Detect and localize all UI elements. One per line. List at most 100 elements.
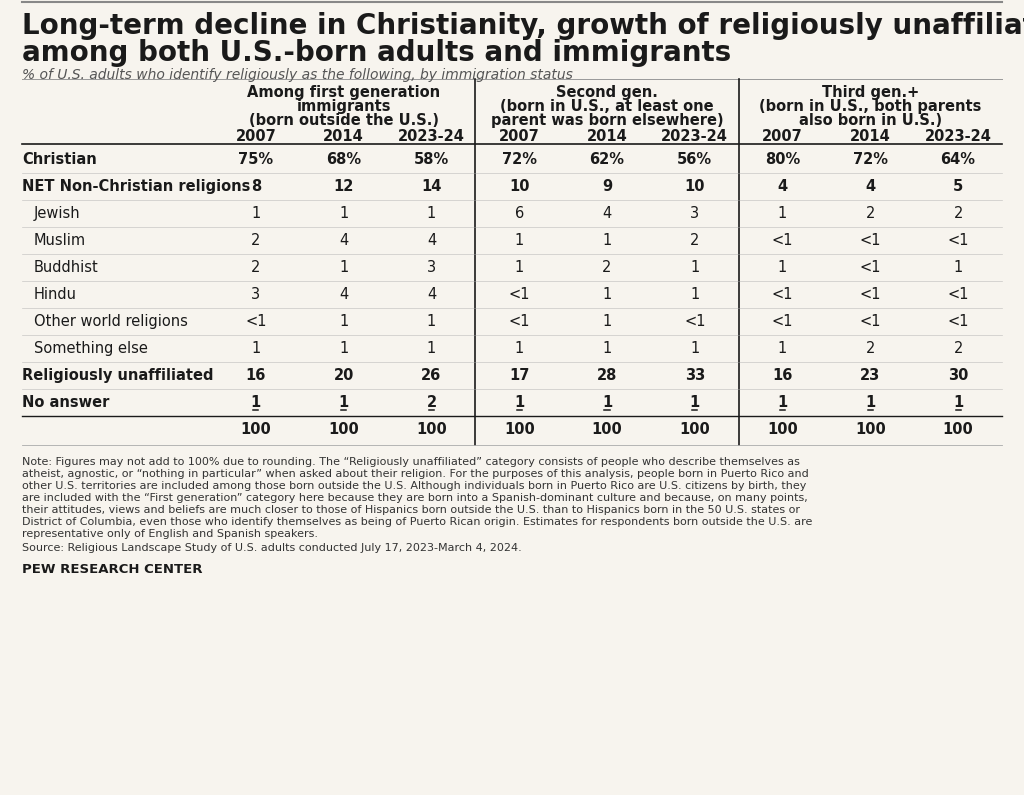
Text: 100: 100 — [943, 422, 974, 437]
Text: District of Columbia, even those who identify themselves as being of Puerto Rica: District of Columbia, even those who ide… — [22, 517, 812, 527]
Text: 1: 1 — [953, 260, 963, 275]
Text: 2014: 2014 — [587, 129, 628, 144]
Text: 1: 1 — [515, 260, 524, 275]
Text: <1: <1 — [947, 287, 969, 302]
Text: Among first generation: Among first generation — [247, 85, 440, 100]
Text: 2023-24: 2023-24 — [398, 129, 465, 144]
Text: Hindu: Hindu — [34, 287, 77, 302]
Text: 1: 1 — [689, 395, 699, 410]
Text: 1: 1 — [602, 314, 611, 329]
Text: 4: 4 — [777, 179, 787, 194]
Text: 2007: 2007 — [762, 129, 803, 144]
Text: 1: 1 — [427, 206, 436, 221]
Text: 1: 1 — [865, 395, 876, 410]
Text: 62%: 62% — [590, 152, 625, 167]
Text: 1: 1 — [339, 206, 348, 221]
Text: 1: 1 — [778, 260, 787, 275]
Text: 2: 2 — [602, 260, 611, 275]
Text: 3: 3 — [251, 287, 260, 302]
Text: 2007: 2007 — [499, 129, 540, 144]
Text: Muslim: Muslim — [34, 233, 86, 248]
Text: 1: 1 — [953, 395, 964, 410]
Text: (born in U.S., at least one: (born in U.S., at least one — [500, 99, 714, 114]
Text: Long-term decline in Christianity, growth of religiously unaffiliated is evident: Long-term decline in Christianity, growt… — [22, 12, 1024, 40]
Text: 1: 1 — [514, 395, 524, 410]
Text: 1: 1 — [339, 395, 349, 410]
Text: 1: 1 — [427, 341, 436, 356]
Text: 1: 1 — [515, 233, 524, 248]
Text: 10: 10 — [509, 179, 529, 194]
Text: <1: <1 — [684, 314, 706, 329]
Text: 2023-24: 2023-24 — [925, 129, 991, 144]
Text: 2: 2 — [251, 233, 260, 248]
Text: 12: 12 — [334, 179, 354, 194]
Text: 100: 100 — [767, 422, 798, 437]
Text: Religiously unaffiliated: Religiously unaffiliated — [22, 368, 213, 383]
Text: <1: <1 — [772, 233, 794, 248]
Text: 2: 2 — [426, 395, 436, 410]
Text: (born outside the U.S.): (born outside the U.S.) — [249, 113, 438, 128]
Text: % of U.S. adults who identify religiously as the following, by immigration statu: % of U.S. adults who identify religiousl… — [22, 68, 572, 82]
Text: 1: 1 — [777, 395, 787, 410]
Text: 75%: 75% — [239, 152, 273, 167]
Text: 1: 1 — [778, 341, 787, 356]
Text: 1: 1 — [778, 206, 787, 221]
Text: Something else: Something else — [34, 341, 147, 356]
Text: NET Non-Christian religions: NET Non-Christian religions — [22, 179, 251, 194]
Text: 72%: 72% — [853, 152, 888, 167]
Text: 3: 3 — [427, 260, 436, 275]
Text: 5: 5 — [953, 179, 964, 194]
Text: Other world religions: Other world religions — [34, 314, 187, 329]
Text: 58%: 58% — [414, 152, 450, 167]
Text: 100: 100 — [241, 422, 271, 437]
Text: 1: 1 — [427, 314, 436, 329]
Text: representative only of English and Spanish speakers.: representative only of English and Spani… — [22, 529, 318, 539]
Text: 2: 2 — [251, 260, 260, 275]
Text: 1: 1 — [690, 287, 699, 302]
Text: <1: <1 — [859, 233, 881, 248]
Text: 1: 1 — [251, 395, 261, 410]
Text: 4: 4 — [865, 179, 876, 194]
Text: 4: 4 — [339, 233, 348, 248]
Text: <1: <1 — [859, 287, 881, 302]
Text: 100: 100 — [855, 422, 886, 437]
Text: Third gen.+: Third gen.+ — [821, 85, 919, 100]
Text: 1: 1 — [602, 233, 611, 248]
Text: Jewish: Jewish — [34, 206, 81, 221]
Text: other U.S. territories are included among those born outside the U.S. Although i: other U.S. territories are included amon… — [22, 481, 806, 491]
Text: 20: 20 — [334, 368, 354, 383]
Text: Second gen.: Second gen. — [556, 85, 658, 100]
Text: 100: 100 — [679, 422, 711, 437]
Text: among both U.S.-born adults and immigrants: among both U.S.-born adults and immigran… — [22, 39, 731, 67]
Text: 2: 2 — [690, 233, 699, 248]
Text: 100: 100 — [329, 422, 359, 437]
Text: 2: 2 — [865, 206, 876, 221]
Text: 64%: 64% — [941, 152, 976, 167]
Text: <1: <1 — [772, 287, 794, 302]
Text: 2: 2 — [953, 206, 963, 221]
Text: 2007: 2007 — [236, 129, 276, 144]
Text: immigrants: immigrants — [296, 99, 391, 114]
Text: 23: 23 — [860, 368, 881, 383]
Text: 2: 2 — [865, 341, 876, 356]
Text: 16: 16 — [772, 368, 793, 383]
Text: are included with the “First generation” category here because they are born int: are included with the “First generation”… — [22, 493, 808, 503]
Text: <1: <1 — [772, 314, 794, 329]
Text: Note: Figures may not add to 100% due to rounding. The “Religiously unaffiliated: Note: Figures may not add to 100% due to… — [22, 457, 800, 467]
Text: 100: 100 — [592, 422, 623, 437]
Text: 3: 3 — [690, 206, 699, 221]
Text: Christian: Christian — [22, 152, 96, 167]
Text: their attitudes, views and beliefs are much closer to those of Hispanics born ou: their attitudes, views and beliefs are m… — [22, 505, 800, 515]
Text: 4: 4 — [427, 233, 436, 248]
Text: No answer: No answer — [22, 395, 110, 410]
Text: 1: 1 — [251, 206, 260, 221]
Text: 68%: 68% — [326, 152, 361, 167]
Text: Source: Religious Landscape Study of U.S. adults conducted July 17, 2023-March 4: Source: Religious Landscape Study of U.S… — [22, 543, 522, 553]
Text: 10: 10 — [684, 179, 706, 194]
Text: 1: 1 — [339, 260, 348, 275]
Text: 1: 1 — [339, 314, 348, 329]
Text: <1: <1 — [947, 233, 969, 248]
Text: 1: 1 — [515, 341, 524, 356]
Text: 2023-24: 2023-24 — [662, 129, 728, 144]
Text: 1: 1 — [339, 341, 348, 356]
